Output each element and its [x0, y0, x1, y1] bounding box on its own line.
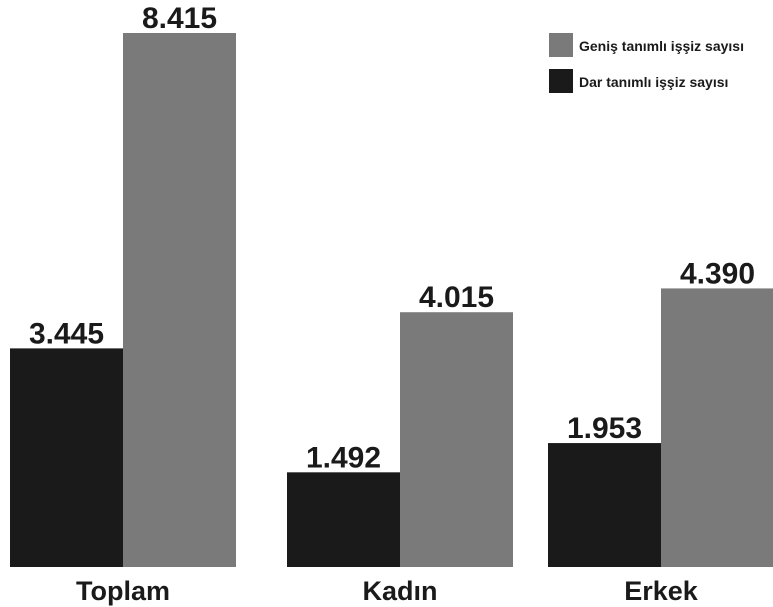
value-label-dar-toplam: 3.445: [29, 317, 104, 350]
bar-dar-toplam: [10, 348, 123, 567]
legend-swatch-dar: [549, 69, 573, 93]
value-label-genis-toplam: 8.415: [142, 2, 217, 35]
category-label-toplam: Toplam: [76, 576, 170, 606]
bar-genis-erkek: [661, 288, 773, 567]
value-label-dar-kad-n: 1.492: [306, 441, 381, 474]
legend-label-dar: Dar tanımlı işşiz sayısı: [579, 74, 728, 90]
category-label-erkek: Erkek: [624, 576, 699, 606]
bar-genis-toplam: [123, 33, 236, 567]
value-label-genis-erkek: 4.390: [680, 257, 755, 290]
value-labels-layer: 3.445 8.415 1.492 4.015 1.953 4.390: [29, 2, 755, 474]
bar-dar-kad-n: [287, 472, 400, 567]
value-label-genis-kad-n: 4.015: [419, 281, 494, 314]
bar-genis-kad-n: [400, 312, 513, 567]
legend-label-genis: Geniş tanımlı işşiz sayısı: [579, 38, 744, 54]
bar-dar-erkek: [548, 443, 661, 567]
legend-swatch-genis: [549, 33, 573, 57]
bars-layer: [10, 33, 773, 567]
category-labels-layer: Toplam Kadın Erkek: [76, 576, 699, 606]
legend: Geniş tanımlı işşiz sayısı Dar tanımlı iş…: [549, 33, 744, 93]
value-label-dar-erkek: 1.953: [567, 412, 642, 445]
category-label-kad-n: Kadın: [362, 576, 437, 606]
